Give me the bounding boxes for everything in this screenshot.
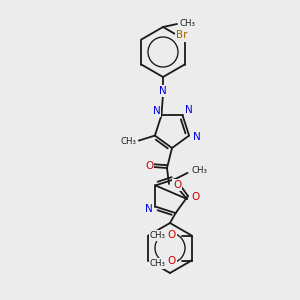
Text: CH₃: CH₃: [180, 19, 196, 28]
Text: O: O: [167, 230, 176, 241]
Text: CH₃: CH₃: [121, 137, 137, 146]
Text: Br: Br: [176, 31, 188, 40]
Text: CH₃: CH₃: [150, 231, 166, 240]
Text: N: N: [152, 106, 160, 116]
Text: O: O: [191, 192, 199, 202]
Text: CH₃: CH₃: [192, 167, 208, 176]
Text: O: O: [173, 180, 181, 190]
Text: O: O: [145, 161, 153, 171]
Text: O: O: [167, 256, 176, 266]
Text: N: N: [193, 132, 201, 142]
Text: N: N: [145, 204, 152, 214]
Text: CH₃: CH₃: [150, 259, 166, 268]
Text: N: N: [185, 105, 193, 116]
Text: N: N: [159, 86, 167, 96]
